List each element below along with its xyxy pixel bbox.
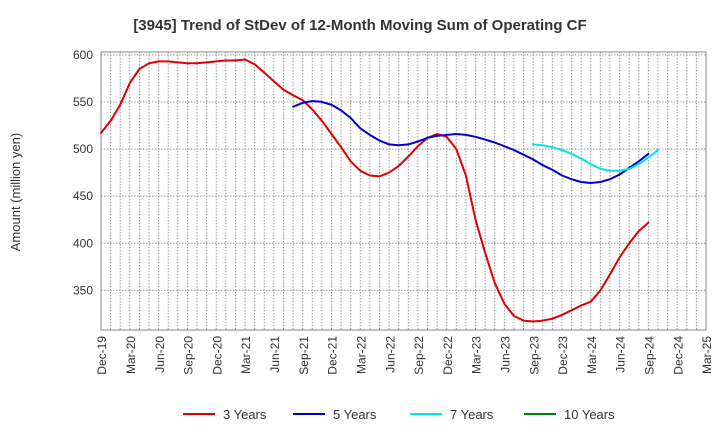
plot-border	[100, 51, 707, 331]
y-tick-label: 450	[73, 189, 93, 203]
legend: 3 Years 5 Years 7 Years 10 Years	[183, 407, 615, 422]
y-tick-label: 350	[73, 283, 93, 297]
legend-label: 7 Years	[450, 407, 494, 422]
x-tick-label: Mar-22	[354, 336, 368, 374]
plot-frame	[100, 51, 707, 331]
x-tick-label: Dec-23	[556, 336, 570, 375]
x-tick-label: Sep-20	[182, 336, 196, 375]
x-tick-label: Jun-22	[383, 336, 397, 373]
legend-label: 3 Years	[223, 407, 267, 422]
x-tick-label: Jun-21	[268, 336, 282, 373]
y-tick-label: 600	[73, 48, 93, 62]
x-tick-label: Dec-24	[671, 336, 685, 375]
x-tick-label: Mar-24	[585, 336, 599, 374]
grid-layer	[101, 52, 706, 330]
x-tick-label: Dec-21	[326, 336, 340, 375]
x-tick-label: Dec-22	[441, 336, 455, 375]
chart-title: [3945] Trend of StDev of 12-Month Moving…	[133, 17, 586, 34]
x-tick-label: Dec-20	[210, 336, 224, 375]
x-tick-label: Sep-24	[643, 336, 657, 375]
x-tick-label: Mar-23	[470, 336, 484, 374]
x-tick-label: Sep-21	[297, 336, 311, 375]
series-layer	[100, 58, 659, 323]
y-axis-label: Amount (million yen)	[8, 133, 23, 252]
x-tick-label: Mar-20	[124, 336, 138, 374]
y-tick-label: 400	[73, 236, 93, 250]
x-tick-label: Sep-23	[527, 336, 541, 375]
y-tick-label: 550	[73, 95, 93, 109]
y-tick-labels: 350 400 450 500 550 600	[73, 48, 93, 298]
x-tick-label: Sep-22	[412, 336, 426, 375]
x-tick-labels: Dec-19 Mar-20 Jun-20 Sep-20 Dec-20 Mar-21 Jun-…	[95, 336, 714, 375]
x-tick-label: Mar-21	[239, 336, 253, 374]
x-tick-label: Jun-20	[153, 336, 167, 373]
series-line-5-years	[292, 100, 650, 184]
x-tick-label: Dec-19	[95, 336, 109, 375]
y-tick-label: 500	[73, 142, 93, 156]
x-tick-label: Mar-25	[700, 336, 714, 374]
legend-label: 5 Years	[333, 407, 377, 422]
x-tick-label: Jun-24	[614, 336, 628, 373]
series-line-3-years	[100, 58, 650, 323]
x-tick-label: Jun-23	[499, 336, 513, 373]
series-line-7-years	[532, 143, 659, 172]
legend-label: 10 Years	[564, 407, 615, 422]
